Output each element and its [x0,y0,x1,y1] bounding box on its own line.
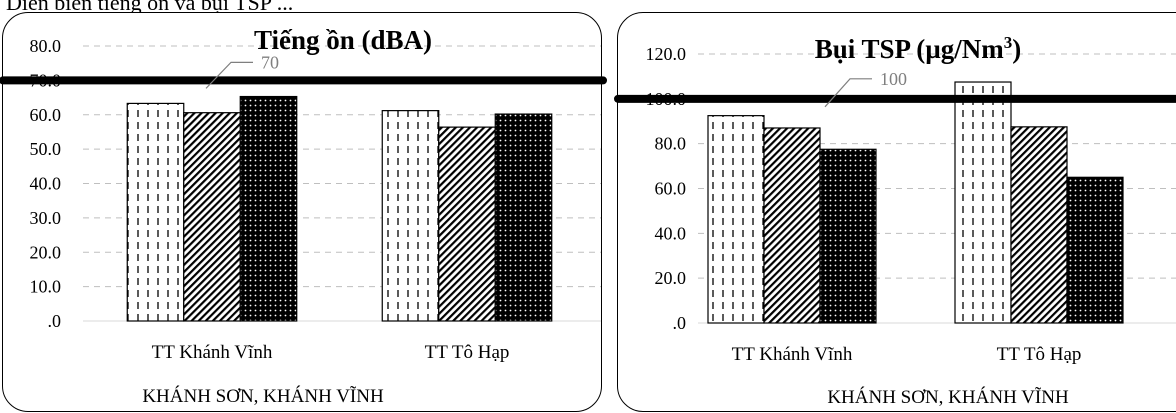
bar-series-1-1 [707,115,765,324]
bar-series-2-1 [183,112,241,322]
chart-title: Bụi TSP (µg/Nm3) [815,33,1022,64]
y-tick-label: .0 [673,313,687,333]
group-label: KHÁNH SƠN, KHÁNH VĨNH [142,385,384,407]
y-tick-label: 40.0 [30,174,62,194]
y-tick-label: 60.0 [655,179,687,199]
y-tick-label: 80.0 [655,134,687,154]
y-tick-label: 70.0 [30,70,62,90]
bar-series-2-2 [438,126,496,322]
y-tick-label: 20.0 [655,268,687,288]
category-label: TT Khánh Vĩnh [732,344,853,365]
threshold-leader [205,61,253,89]
bar-series-3-2 [1066,176,1124,324]
bar-series-3-2 [494,113,553,322]
category-label: TT Tô Hạp [997,344,1082,365]
tsp-bar-chart: 100 120.0 100.0 80.0 60.0 40.0 20.0 .0 TT Khán… [614,33,1176,408]
y-tick-label: 120.0 [646,44,687,64]
bar-series-3-1 [819,148,877,324]
bar-series-1-1 [126,102,185,322]
bar-series-1-2 [381,110,440,322]
y-tick-label: .0 [48,311,62,331]
bar-series-2-1 [763,127,821,324]
chart-title: Tiếng ồn (dBA) [254,25,432,55]
y-tick-label: 30.0 [30,208,62,228]
y-tick-label: 80.0 [30,36,62,56]
threshold-leader [824,78,872,108]
chart-panel-tsp: 100 120.0 100.0 80.0 60.0 40.0 20.0 .0 TT Khán… [614,12,1176,412]
y-tick-label: 100.0 [646,89,687,109]
y-tick-label: 20.0 [30,242,62,262]
y-tick-label: 60.0 [30,105,62,125]
noise-bar-chart: 70 80.0 70.0 60.0 50.0 40.0 30.0 20.0 10.0 .0 TT… [0,25,607,407]
category-label: TT Khánh Vĩnh [152,342,273,363]
chart-panel-noise: 70 80.0 70.0 60.0 50.0 40.0 30.0 20.0 10.0 .0 TT… [0,12,607,412]
category-label: TT Tô Hạp [425,342,510,363]
group-label: KHÁNH SƠN, KHÁNH VĨNH [827,386,1069,408]
bar-series-1-2 [954,81,1012,324]
y-tick-label: 40.0 [655,223,687,243]
y-tick-label: 50.0 [30,139,62,159]
bar-series-2-2 [1010,126,1068,324]
y-tick-label: 10.0 [30,277,62,297]
figure-caption: Diễn biến tiếng ồn và bụi TSP ... [6,0,294,15]
bar-series-3-1 [239,95,298,322]
threshold-label: 70 [261,52,279,72]
threshold-label: 100 [880,69,907,89]
